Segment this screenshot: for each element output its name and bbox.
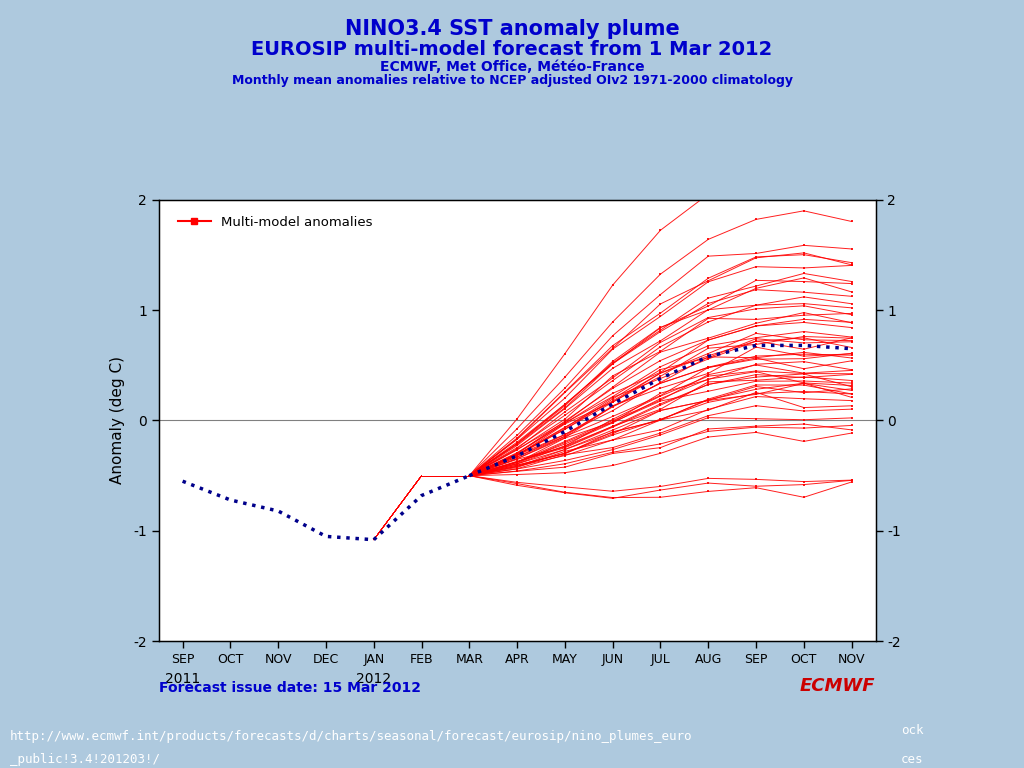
Text: Monthly mean anomalies relative to NCEP adjusted OIv2 1971-2000 climatology: Monthly mean anomalies relative to NCEP … — [231, 74, 793, 88]
Y-axis label: Anomaly (deg C): Anomaly (deg C) — [110, 356, 125, 485]
Text: NINO3.4 SST anomaly plume: NINO3.4 SST anomaly plume — [345, 19, 679, 39]
Text: 2011: 2011 — [165, 672, 201, 686]
Text: 2012: 2012 — [356, 672, 391, 686]
Text: ECMWF: ECMWF — [800, 677, 876, 695]
Legend: Multi-model anomalies: Multi-model anomalies — [172, 210, 378, 234]
Text: Forecast issue date: 15 Mar 2012: Forecast issue date: 15 Mar 2012 — [159, 681, 421, 695]
Text: _public!3.4!201203!/: _public!3.4!201203!/ — [10, 753, 160, 766]
Text: http://www.ecmwf.int/products/forecasts/d/charts/seasonal/forecast/eurosip/nino_: http://www.ecmwf.int/products/forecasts/… — [10, 730, 693, 743]
Text: ECMWF, Met Office, Météo-France: ECMWF, Met Office, Météo-France — [380, 60, 644, 74]
Text: ock: ock — [901, 724, 924, 737]
Text: EUROSIP multi-model forecast from 1 Mar 2012: EUROSIP multi-model forecast from 1 Mar … — [251, 40, 773, 59]
Text: ces: ces — [901, 753, 924, 766]
